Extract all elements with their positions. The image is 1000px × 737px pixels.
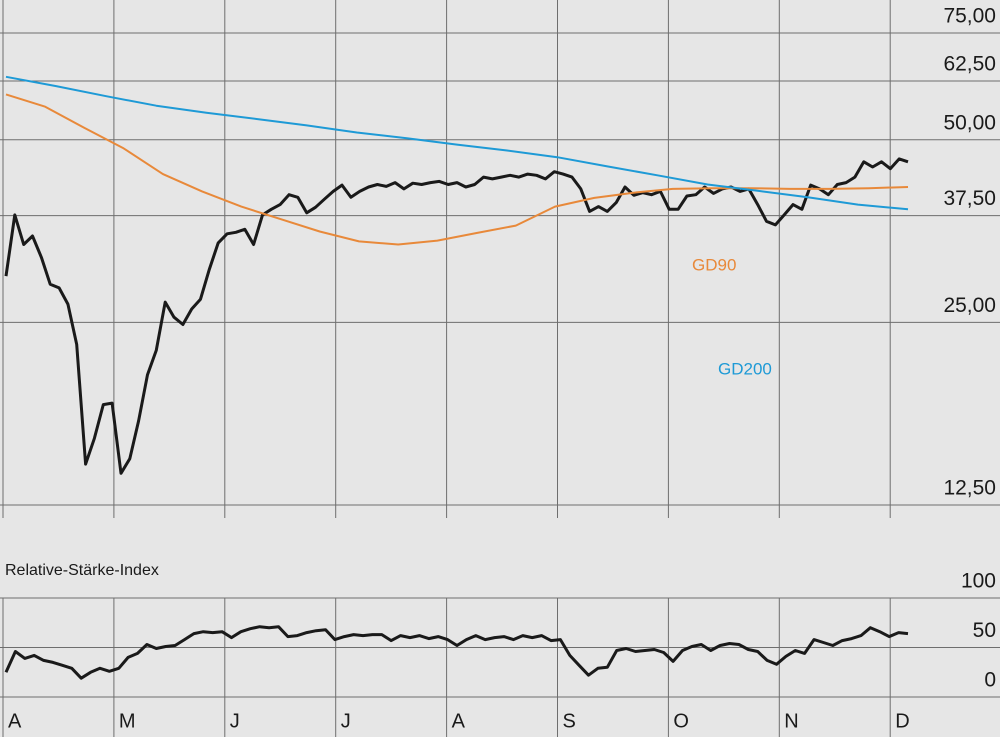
series-label: GD90: [692, 255, 736, 274]
series-line: [5, 93, 909, 246]
y-tick-label: 0: [984, 669, 996, 692]
rsi-title: Relative-Stärke-Index: [5, 562, 159, 579]
y-tick-label: 12,50: [943, 477, 996, 500]
series-line: [4, 157, 909, 475]
y-tick-label: 50: [973, 619, 996, 642]
y-tick-label: 100: [961, 570, 996, 593]
x-tick-label: J: [341, 710, 351, 732]
x-tick-label: M: [119, 710, 136, 732]
x-tick-label: J: [230, 710, 240, 732]
y-tick-label: 37,50: [943, 187, 996, 210]
series-line: [4, 625, 909, 680]
x-tick-label: O: [673, 710, 689, 732]
series-label: GD200: [718, 359, 772, 378]
x-tick-label: N: [784, 710, 798, 732]
series-line: [5, 75, 909, 211]
x-tick-label: A: [8, 710, 22, 732]
x-tick-label: S: [563, 710, 576, 732]
y-tick-label: 50,00: [943, 111, 996, 134]
y-tick-label: 25,00: [943, 294, 996, 317]
x-tick-label: D: [895, 710, 909, 732]
y-tick-label: 75,00: [943, 5, 996, 28]
x-tick-label: A: [452, 710, 466, 732]
y-tick-label: 62,50: [943, 53, 996, 76]
